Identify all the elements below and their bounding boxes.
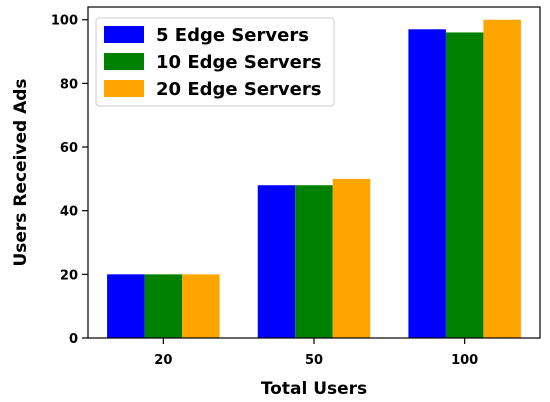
- legend-box: [95, 17, 335, 107]
- x-tick-label: 20: [154, 353, 172, 368]
- bar-10-edge-servers-20: [144, 274, 183, 338]
- y-tick-label: 0: [69, 332, 78, 347]
- bar-20-edge-servers-100: [483, 19, 521, 338]
- y-tick-label: 80: [60, 77, 78, 92]
- x-tick-label: 100: [451, 353, 478, 368]
- legend: 5 Edge Servers 10 Edge Servers 20 Edge S…: [95, 17, 335, 107]
- y-tick-label: 40: [60, 205, 78, 220]
- legend-label-20-edge-servers: 20 Edge Servers: [156, 79, 321, 100]
- bar-10-edge-servers-50: [295, 185, 333, 338]
- legend-label-10-edge-servers: 10 Edge Servers: [156, 52, 321, 73]
- y-axis-ticks: 0 20 40 60 80 100: [51, 14, 88, 347]
- legend-label-5-edge-servers: 5 Edge Servers: [156, 25, 309, 46]
- y-tick-label: 60: [60, 141, 78, 156]
- bar-20-edge-servers-20: [182, 274, 220, 338]
- legend-swatch-10-edge-servers: [104, 53, 144, 70]
- x-tick-label: 50: [305, 353, 323, 368]
- y-tick-label: 20: [60, 268, 78, 283]
- x-axis-ticks: 20 50 100: [154, 338, 478, 368]
- legend-swatch-20-edge-servers: [104, 80, 144, 97]
- plot-frame: [87, 6, 541, 339]
- y-axis-label: Users Received Ads: [11, 78, 31, 266]
- x-axis-label: Total Users: [261, 379, 367, 399]
- legend-swatch-5-edge-servers: [104, 26, 144, 43]
- bar-5-edge-servers-50: [257, 185, 296, 338]
- bar-20-edge-servers-50: [332, 178, 371, 338]
- bars-group: [107, 19, 521, 339]
- bar-5-edge-servers-20: [107, 274, 145, 338]
- y-tick-label: 100: [51, 14, 78, 29]
- bar-10-edge-servers-100: [445, 32, 484, 338]
- bar-5-edge-servers-100: [408, 29, 446, 339]
